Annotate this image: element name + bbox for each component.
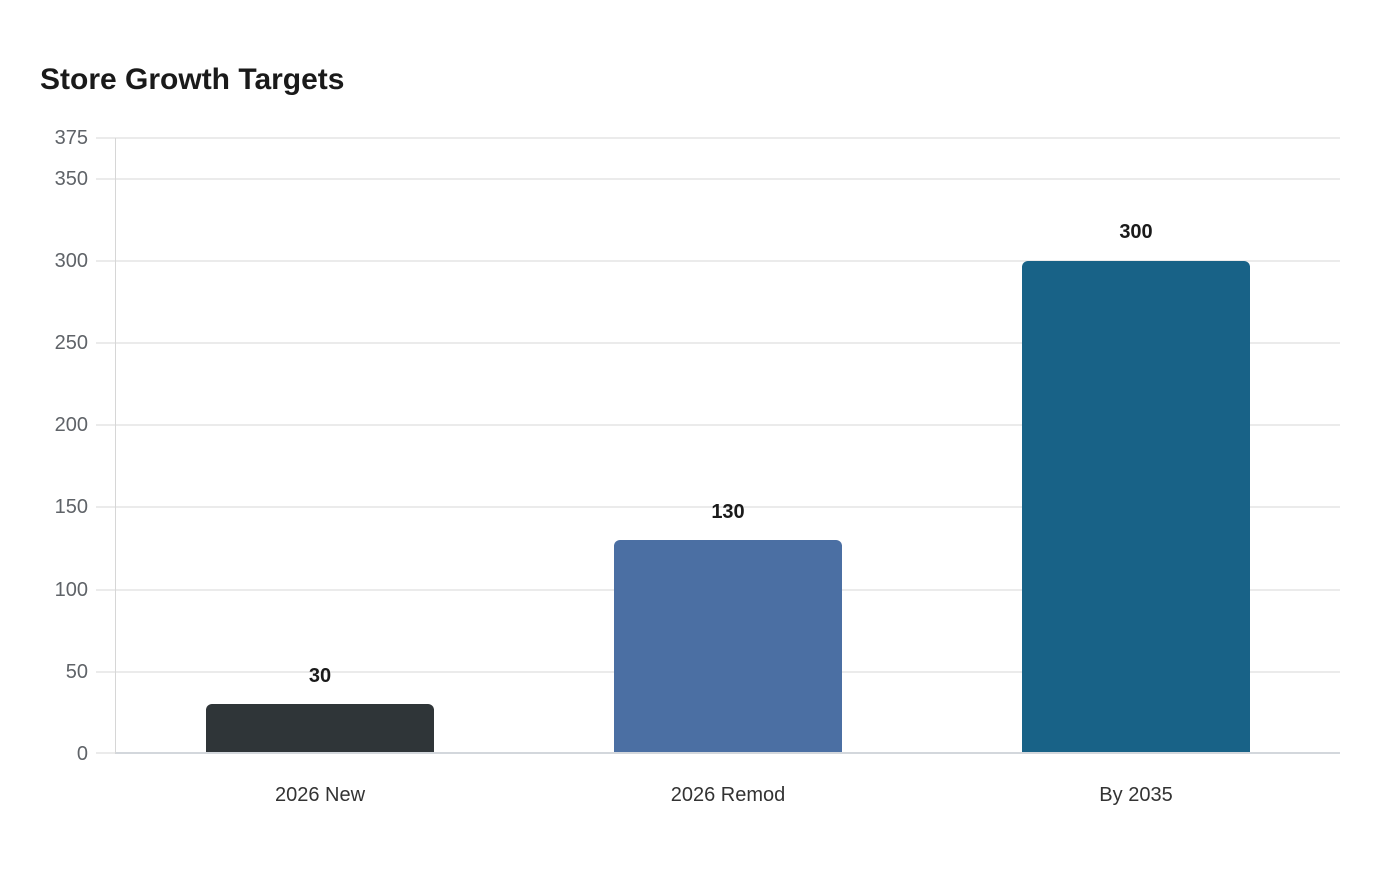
bar-2026-new[interactable]	[206, 704, 434, 753]
value-label-2026-remod: 130	[711, 501, 745, 523]
gridline-150	[96, 506, 1340, 508]
y-tick-label: 375	[54, 127, 88, 149]
y-axis-line	[115, 138, 116, 754]
y-tick-label: 150	[54, 496, 88, 518]
gridline-350	[96, 178, 1340, 180]
y-tick-label: 200	[54, 414, 88, 436]
x-label-2026-new: 2026 New	[274, 784, 366, 806]
y-tick-label: 300	[54, 250, 88, 272]
y-tick-label: 100	[54, 579, 88, 601]
bar-by-2035[interactable]	[1022, 261, 1250, 753]
x-label-2026-remod: 2026 Remod	[670, 784, 786, 806]
bar-2026-remod[interactable]	[614, 540, 842, 753]
value-label-by-2035: 300	[1119, 221, 1153, 243]
gridline-200	[96, 424, 1340, 426]
value-label-2026-new: 30	[308, 665, 332, 687]
x-label-by-2035: By 2035	[1099, 784, 1173, 806]
x-axis-line	[116, 752, 1340, 754]
y-tick-label: 0	[76, 743, 88, 765]
gridline-375	[96, 137, 1340, 139]
y-tick-label: 350	[54, 168, 88, 190]
y-tick-label: 50	[65, 661, 88, 683]
gridline-300	[96, 260, 1340, 262]
gridline-250	[96, 342, 1340, 344]
y-tick-label: 250	[54, 332, 88, 354]
chart-title: Store Growth Targets	[40, 63, 345, 96]
